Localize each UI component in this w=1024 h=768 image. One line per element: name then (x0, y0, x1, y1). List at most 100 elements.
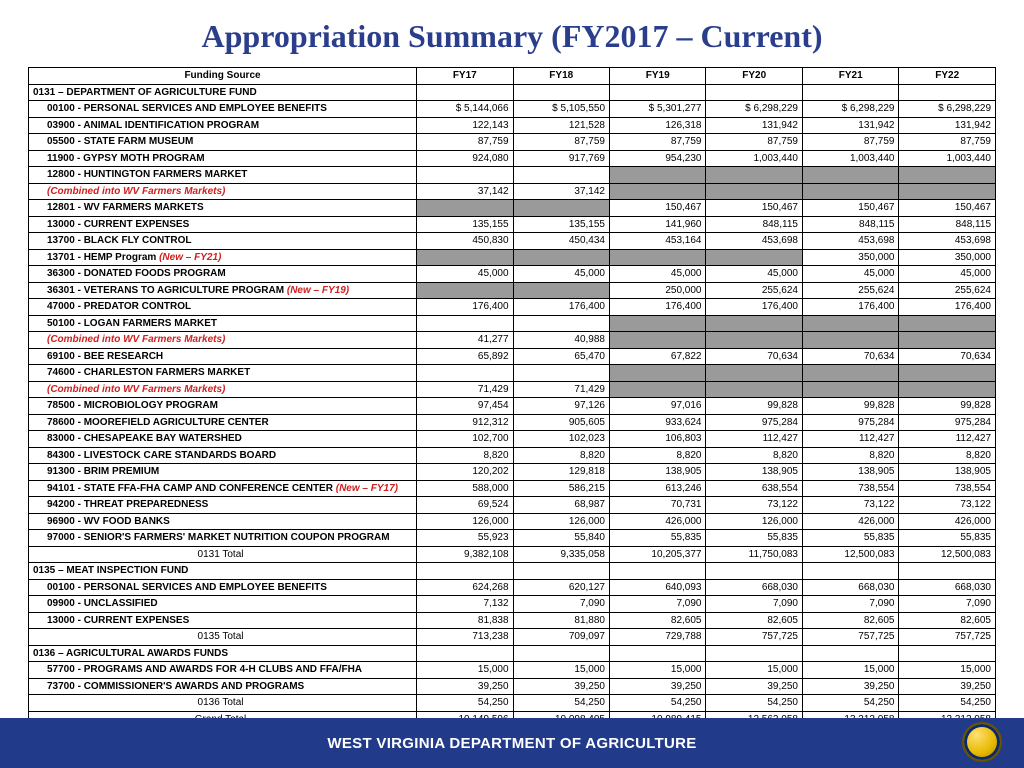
cell-value: 11,750,083 (706, 546, 802, 563)
cell-value: $ 5,105,550 (513, 101, 609, 118)
cell-value: 97,126 (513, 398, 609, 415)
row-label: 50100 - LOGAN FARMERS MARKET (29, 315, 417, 332)
cell-value: 99,828 (899, 398, 996, 415)
appropriation-table: Funding SourceFY17FY18FY19FY20FY21FY22 0… (28, 67, 996, 728)
section-label: 0135 – MEAT INSPECTION FUND (29, 563, 417, 580)
col-header-year: FY20 (706, 68, 802, 85)
cell-value: 54,250 (513, 695, 609, 712)
cell-value (706, 332, 802, 349)
cell-value: 975,284 (899, 414, 996, 431)
table-row: 11900 - GYPSY MOTH PROGRAM924,080917,769… (29, 150, 996, 167)
cell-value (513, 167, 609, 184)
cell-value: 668,030 (706, 579, 802, 596)
cell-value: 250,000 (610, 282, 706, 299)
cell-value: 638,554 (706, 480, 802, 497)
cell-value: 39,250 (706, 678, 802, 695)
cell-value: 624,268 (417, 579, 513, 596)
cell-value: 15,000 (513, 662, 609, 679)
footer-text: WEST VIRGINIA DEPARTMENT OF AGRICULTURE (327, 735, 696, 752)
cell-value: 975,284 (802, 414, 898, 431)
cell-value (610, 84, 706, 101)
cell-value: 933,624 (610, 414, 706, 431)
cell-value: 12,500,083 (802, 546, 898, 563)
cell-value: 39,250 (802, 678, 898, 695)
table-row: (Combined into WV Farmers Markets)71,429… (29, 381, 996, 398)
cell-value: 1,003,440 (899, 150, 996, 167)
cell-value (802, 315, 898, 332)
cell-value: 70,731 (610, 497, 706, 514)
cell-value: 905,605 (513, 414, 609, 431)
cell-value: 87,759 (610, 134, 706, 151)
cell-value: 87,759 (417, 134, 513, 151)
section-label: 0136 – AGRICULTURAL AWARDS FUNDS (29, 645, 417, 662)
cell-value: 453,698 (802, 233, 898, 250)
cell-value: 54,250 (706, 695, 802, 712)
cell-value: 106,803 (610, 431, 706, 448)
cell-value: 138,905 (706, 464, 802, 481)
cell-value: 102,023 (513, 431, 609, 448)
cell-value (706, 84, 802, 101)
cell-value (899, 84, 996, 101)
cell-value: 126,000 (417, 513, 513, 530)
cell-value (899, 365, 996, 382)
cell-value: 55,923 (417, 530, 513, 547)
cell-value: 87,759 (513, 134, 609, 151)
cell-value: 1,003,440 (706, 150, 802, 167)
cell-value: 138,905 (610, 464, 706, 481)
cell-value: 757,725 (706, 629, 802, 646)
cell-value: 7,132 (417, 596, 513, 613)
cell-value: 255,624 (899, 282, 996, 299)
cell-value: 729,788 (610, 629, 706, 646)
cell-value (706, 381, 802, 398)
row-note: (Combined into WV Farmers Markets) (29, 332, 417, 349)
cell-value: 99,828 (706, 398, 802, 415)
cell-value (610, 315, 706, 332)
cell-value (417, 200, 513, 217)
table-row: 73700 - COMMISSIONER'S AWARDS AND PROGRA… (29, 678, 996, 695)
cell-value (706, 563, 802, 580)
cell-value: 1,003,440 (802, 150, 898, 167)
cell-value (610, 381, 706, 398)
cell-value: 453,698 (706, 233, 802, 250)
cell-value: 73,122 (706, 497, 802, 514)
table-row: 0131 Total9,382,1089,335,05810,205,37711… (29, 546, 996, 563)
cell-value: 71,429 (513, 381, 609, 398)
table-row: 36301 - VETERANS TO AGRICULTURE PROGRAM … (29, 282, 996, 299)
cell-value: 69,524 (417, 497, 513, 514)
cell-value: 453,164 (610, 233, 706, 250)
cell-value: 150,467 (610, 200, 706, 217)
cell-value (610, 563, 706, 580)
cell-value: 55,835 (610, 530, 706, 547)
col-header-year: FY19 (610, 68, 706, 85)
cell-value: 426,000 (802, 513, 898, 530)
cell-value: 620,127 (513, 579, 609, 596)
row-label: 00100 - PERSONAL SERVICES AND EMPLOYEE B… (29, 101, 417, 118)
table-row: 83000 - CHESAPEAKE BAY WATERSHED102,7001… (29, 431, 996, 448)
cell-value: 70,634 (899, 348, 996, 365)
table-row: 50100 - LOGAN FARMERS MARKET (29, 315, 996, 332)
table-row: 84300 - LIVESTOCK CARE STANDARDS BOARD8,… (29, 447, 996, 464)
cell-value: 15,000 (899, 662, 996, 679)
cell-value: 426,000 (899, 513, 996, 530)
cell-value: 55,840 (513, 530, 609, 547)
cell-value: 713,238 (417, 629, 513, 646)
row-label: 12801 - WV FARMERS MARKETS (29, 200, 417, 217)
cell-value (417, 365, 513, 382)
cell-value: 453,698 (899, 233, 996, 250)
cell-value (802, 563, 898, 580)
footer-bar: WEST VIRGINIA DEPARTMENT OF AGRICULTURE (0, 718, 1024, 768)
cell-value: 97,016 (610, 398, 706, 415)
row-label: 36301 - VETERANS TO AGRICULTURE PROGRAM … (29, 282, 417, 299)
cell-value (610, 249, 706, 266)
cell-value: 917,769 (513, 150, 609, 167)
cell-value: 8,820 (610, 447, 706, 464)
cell-value: 45,000 (513, 266, 609, 283)
cell-value (513, 645, 609, 662)
cell-value: $ 5,301,277 (610, 101, 706, 118)
appropriation-table-wrap: Funding SourceFY17FY18FY19FY20FY21FY22 0… (0, 67, 1024, 728)
cell-value: 73,122 (802, 497, 898, 514)
cell-value (513, 84, 609, 101)
table-row: 78500 - MICROBIOLOGY PROGRAM97,45497,126… (29, 398, 996, 415)
cell-value (513, 315, 609, 332)
cell-value (899, 381, 996, 398)
